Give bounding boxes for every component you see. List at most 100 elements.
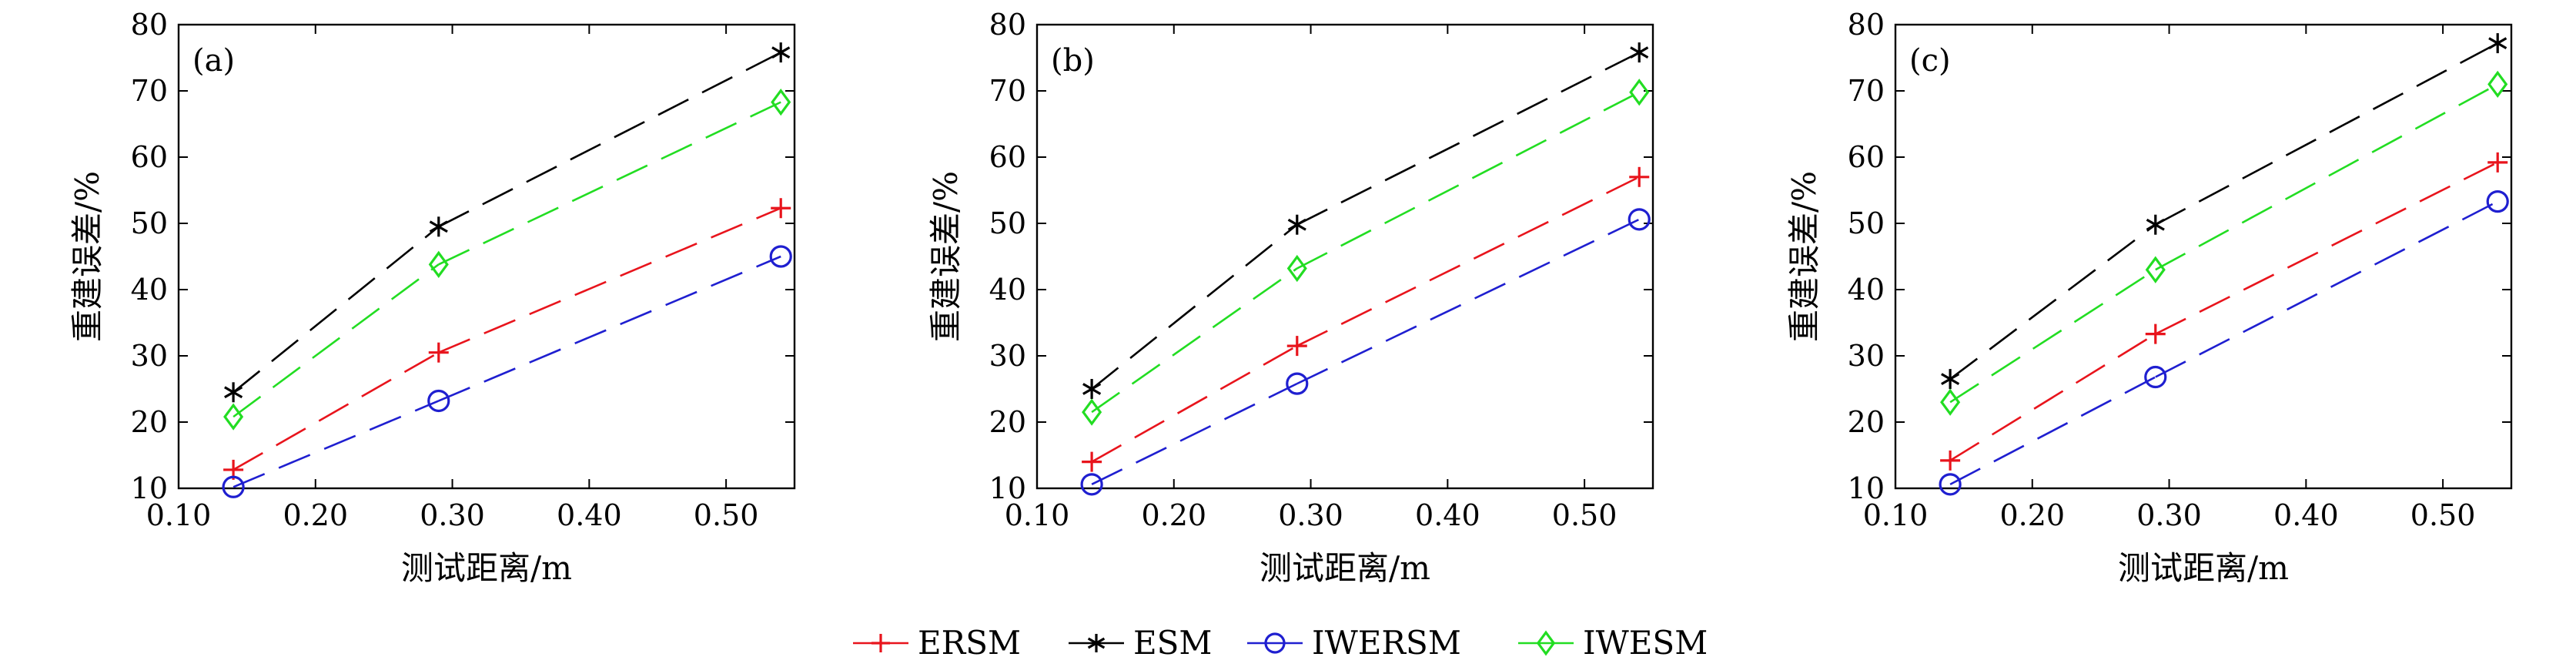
series-line-segment xyxy=(438,101,781,266)
series-line-segment xyxy=(1091,223,1298,390)
series-line-segment xyxy=(438,51,781,228)
x-tick-label: 0.20 xyxy=(1141,498,1206,532)
legend: ERSM ESM IWERSM IWESM xyxy=(853,624,1708,662)
x-axis-label: 测试距离/m xyxy=(2118,549,2289,587)
series-iwersm xyxy=(1939,190,2509,496)
series-iwesm xyxy=(1940,70,2508,416)
data-point xyxy=(1629,79,1650,106)
series-line-segment xyxy=(233,263,440,418)
series-iwersm xyxy=(222,245,792,498)
series-line-segment xyxy=(2155,161,2498,335)
y-tick-label: 60 xyxy=(1848,140,1885,174)
data-point xyxy=(2487,70,2508,99)
data-point xyxy=(1082,451,1102,472)
series-line-segment xyxy=(1296,51,1640,226)
x-tick-label: 0.40 xyxy=(1415,498,1480,532)
x-tick-label: 0.50 xyxy=(2410,498,2476,532)
series-esm xyxy=(1082,42,1649,399)
y-tick-label: 40 xyxy=(989,273,1026,307)
plot-frame xyxy=(1035,23,1654,490)
x-tick-label: 0.30 xyxy=(2136,498,2202,532)
data-point xyxy=(2144,365,2167,389)
x-tick-label: 0.30 xyxy=(420,498,485,532)
y-tick-label: 70 xyxy=(131,74,168,108)
series-ersm xyxy=(1940,152,2508,471)
x-tick-label: 0.20 xyxy=(1999,498,2065,532)
x-tick-label: 0.10 xyxy=(1005,498,1070,532)
y-tick-label: 30 xyxy=(989,339,1026,373)
legend-item-ersm: ERSM xyxy=(853,624,1021,662)
data-point xyxy=(224,382,243,403)
data-point xyxy=(1082,379,1102,399)
y-tick-label: 40 xyxy=(1848,273,1885,307)
x-tick-label: 0.10 xyxy=(1863,498,1929,532)
data-point xyxy=(1080,473,1103,496)
y-axis-label: 重建误差/% xyxy=(927,171,965,342)
x-axis-label: 测试距离/m xyxy=(401,549,572,587)
y-tick-label: 10 xyxy=(1848,471,1885,505)
y-tick-label: 10 xyxy=(989,471,1026,505)
y-axis-label: 重建误差/% xyxy=(69,171,106,342)
data-point xyxy=(427,389,450,413)
y-tick-label: 20 xyxy=(1848,405,1885,439)
legend-item-iwesm: IWESM xyxy=(1518,624,1708,662)
series-iwesm xyxy=(223,88,791,431)
data-point xyxy=(771,198,791,219)
data-point xyxy=(769,245,792,268)
x-tick-label: 0.50 xyxy=(1552,498,1618,532)
x-tick-label: 0.40 xyxy=(2273,498,2339,532)
y-tick-label: 80 xyxy=(131,8,168,42)
y-tick-label: 50 xyxy=(989,206,1026,240)
data-point xyxy=(1940,388,1961,416)
data-point xyxy=(1941,369,1960,390)
series-line-segment xyxy=(1296,218,1640,385)
panel-label: (c) xyxy=(1909,43,1951,79)
series-esm xyxy=(224,42,791,403)
data-point xyxy=(428,342,449,363)
plot-frame xyxy=(1894,23,2513,490)
y-tick-label: 30 xyxy=(131,339,168,373)
y-tick-label: 10 xyxy=(131,471,168,505)
series-line-segment xyxy=(438,255,781,402)
legend-label: ERSM xyxy=(918,624,1021,662)
panel-label: (a) xyxy=(192,43,235,79)
series-line-segment xyxy=(2155,83,2498,271)
x-axis-label: 测试距离/m xyxy=(1260,549,1430,587)
data-point xyxy=(2146,214,2165,235)
data-point xyxy=(1287,214,1306,235)
legend-label: ESM xyxy=(1133,624,1212,662)
series-line-segment xyxy=(1091,344,1298,463)
x-tick-label: 0.20 xyxy=(283,498,348,532)
y-axis-label: 重建误差/% xyxy=(1785,171,1823,342)
data-point xyxy=(2488,33,2507,54)
data-point xyxy=(2487,152,2508,173)
series-line-segment xyxy=(1296,91,1640,270)
x-tick-label: 0.30 xyxy=(1278,498,1343,532)
series-line-segment xyxy=(438,207,781,354)
legend-marker xyxy=(1536,630,1556,656)
series-line-segment xyxy=(233,226,440,394)
series-iwersm xyxy=(1080,208,1651,496)
series-line-segment xyxy=(2155,42,2498,226)
legend-item-iwersm: IWERSM xyxy=(1247,624,1461,662)
y-tick-label: 70 xyxy=(989,74,1026,108)
legend-marker xyxy=(1087,634,1106,652)
y-tick-label: 30 xyxy=(1848,339,1885,373)
panel-label: (b) xyxy=(1051,43,1095,79)
series-line-segment xyxy=(1949,376,2156,485)
y-tick-label: 50 xyxy=(131,206,168,240)
series-line-segment xyxy=(2155,200,2498,378)
legend-label: IWESM xyxy=(1583,624,1708,662)
data-point xyxy=(771,42,791,63)
legend-label: IWERSM xyxy=(1312,624,1461,662)
data-point xyxy=(1940,450,1961,471)
chart-panel: 0.10 0.20 0.30 0.40 0.50 10 20 30 40 50 60 70 80 测试距离… xyxy=(1785,8,2513,587)
plot-frame xyxy=(177,23,796,490)
data-point xyxy=(2486,190,2509,213)
legend-marker xyxy=(871,634,890,652)
data-point xyxy=(2145,323,2166,344)
y-tick-label: 20 xyxy=(989,405,1026,439)
data-point xyxy=(2145,256,2166,283)
x-tick-label: 0.10 xyxy=(146,498,212,532)
